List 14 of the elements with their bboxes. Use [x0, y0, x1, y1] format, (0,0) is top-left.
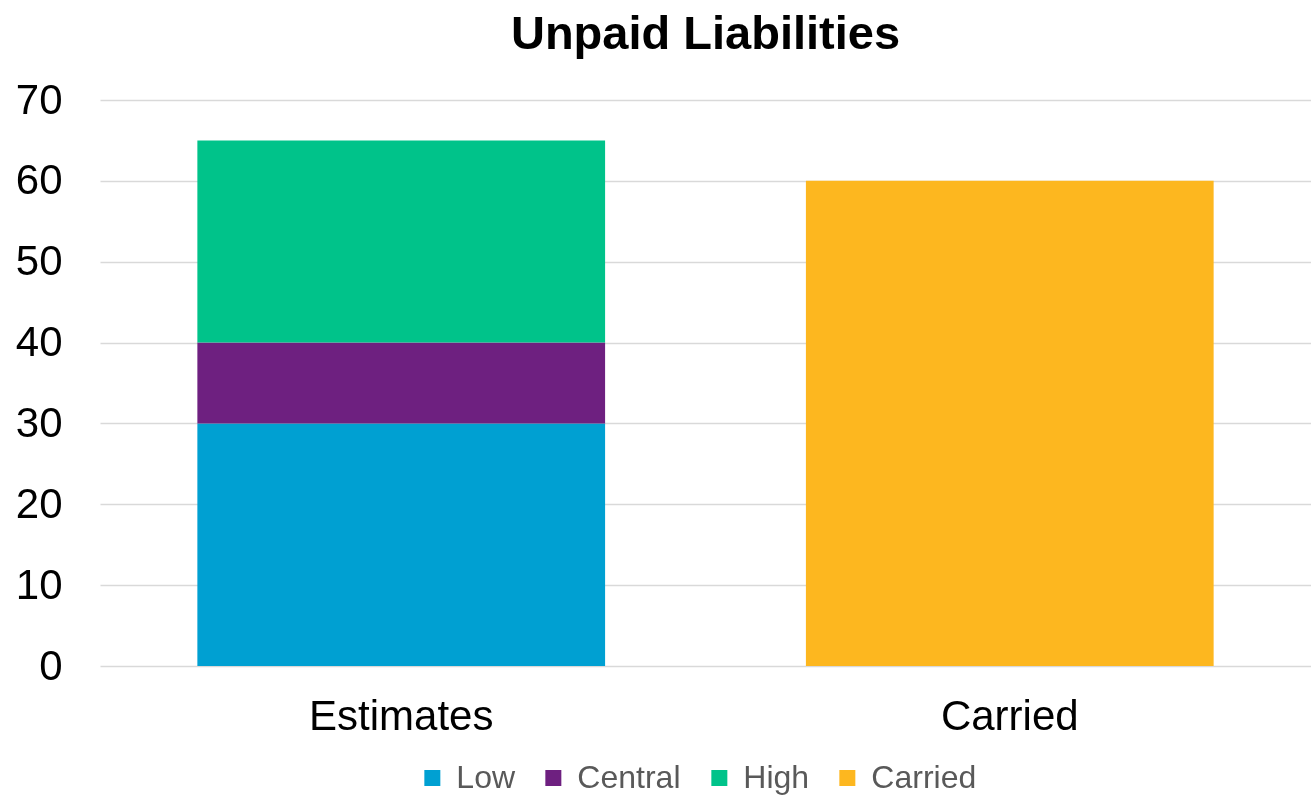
y-tick-label: 60	[15, 156, 63, 204]
legend-label: Carried	[871, 759, 977, 795]
legend-label: Central	[577, 759, 681, 795]
y-tick-label: 70	[15, 75, 63, 123]
y-tick-label: 40	[15, 318, 63, 366]
y-tick-label: 30	[15, 398, 63, 446]
y-tick-label: 0	[39, 641, 63, 689]
y-tick-label: 20	[15, 479, 63, 527]
chart-title: Unpaid Liabilities	[510, 6, 901, 59]
legend-label: High	[743, 759, 810, 795]
x-tick-label: Estimates	[309, 691, 494, 739]
y-tick-label: 10	[15, 560, 63, 608]
y-tick-label: 50	[15, 237, 63, 285]
legend-label: Low	[456, 759, 516, 795]
